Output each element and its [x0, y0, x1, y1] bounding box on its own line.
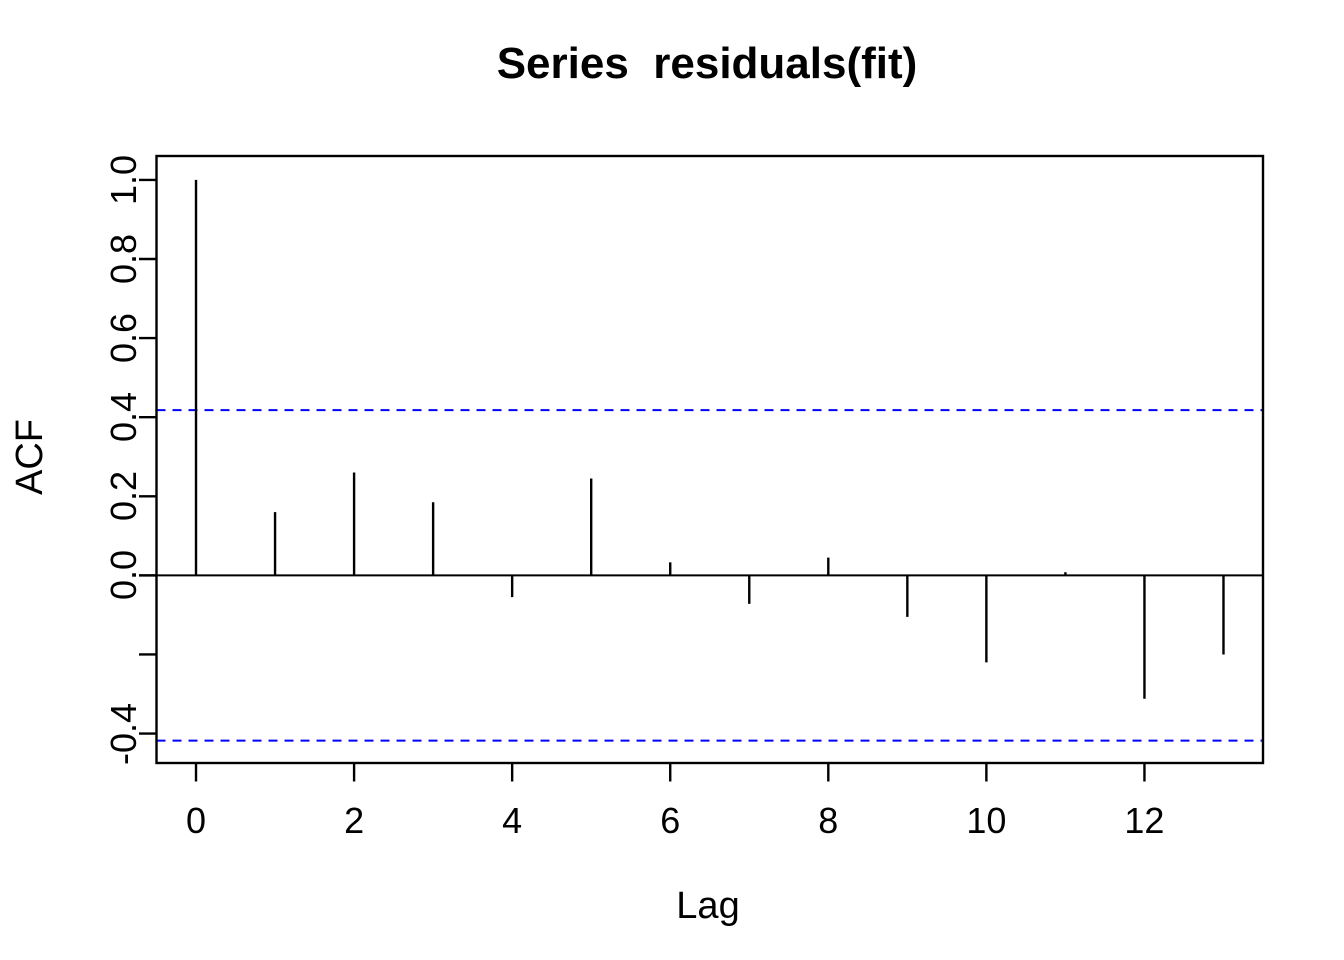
x-axis-title: Lag	[676, 885, 740, 927]
x-tick-label-0: 0	[186, 800, 207, 841]
plot-box	[155, 154, 1265, 765]
y-tick-label-0.4: 0.4	[103, 392, 144, 443]
x-tick-label-2: 2	[344, 800, 365, 841]
y-tick-label-1.0: 1.0	[103, 154, 144, 205]
chart-title: Series residuals(fit)	[496, 39, 918, 88]
y-axis-title: ACF	[9, 419, 51, 495]
x-tick-label-12: 12	[1124, 800, 1165, 841]
y-tick-label-0.2: 0.2	[103, 471, 144, 522]
x-tick-label-10: 10	[966, 800, 1007, 841]
x-tick-label-6: 6	[660, 800, 681, 841]
y-tick-label--0.4: -0.4	[103, 702, 144, 765]
x-tick-label-8: 8	[818, 800, 839, 841]
x-tick-label-4: 4	[502, 800, 523, 841]
y-tick-label-0.8: 0.8	[103, 233, 144, 285]
y-tick-label-0.6: 0.6	[103, 313, 144, 364]
y-tick-label-0.0: 0.0	[103, 550, 144, 601]
